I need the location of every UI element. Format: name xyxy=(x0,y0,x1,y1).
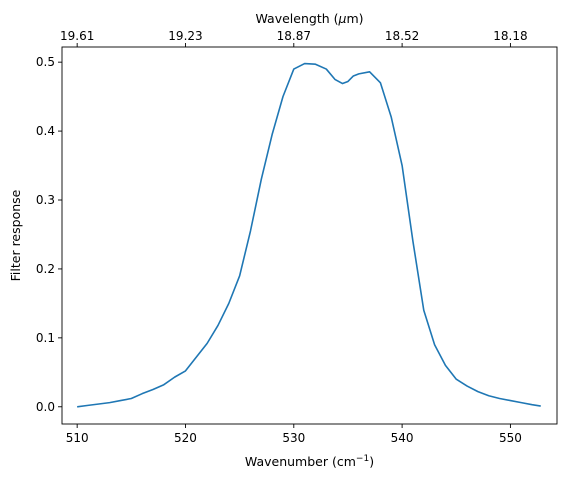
top-tick-label: 18.87 xyxy=(277,29,311,43)
y-axis-title: Filter response xyxy=(8,189,23,281)
x-tick-label: 510 xyxy=(66,431,89,445)
y-tick-label: 0.3 xyxy=(36,193,55,207)
top-axis-title-mu: μ xyxy=(338,11,347,26)
axes: 510 520 530 540 550 0.0 0.1 0.2 0.3 0.4 0.5 19.61 19… xyxy=(36,29,558,445)
x-tick-label: 520 xyxy=(174,431,197,445)
top-axis-title-main: Wavelength ( xyxy=(255,11,338,26)
top-tick-label: 18.52 xyxy=(385,29,419,43)
x-axis-title: Wavenumber (cm−1) xyxy=(245,454,374,469)
y-tick-label: 0.2 xyxy=(36,262,55,276)
top-tick-label: 19.61 xyxy=(60,29,94,43)
y-tick-label: 0.0 xyxy=(36,400,55,414)
top-axis-title-closing: m) xyxy=(346,11,363,26)
x-axis-title-superscript: −1 xyxy=(356,454,369,464)
x-axis-title-closing: ) xyxy=(369,454,374,469)
top-axis-title: Wavelength (μm) xyxy=(255,11,363,26)
x-axis-title-main: Wavenumber (cm xyxy=(245,454,356,469)
y-tick-label: 0.4 xyxy=(36,124,55,138)
y-tick-label: 0.5 xyxy=(36,55,55,69)
plot-frame xyxy=(61,46,558,425)
top-tick-label: 19.23 xyxy=(168,29,202,43)
x-tick-label: 550 xyxy=(499,431,522,445)
x-tick-label: 530 xyxy=(282,431,305,445)
series-line-0 xyxy=(77,62,541,408)
top-tick-label: 18.18 xyxy=(493,29,527,43)
data-marks xyxy=(77,62,541,408)
x-tick-label: 540 xyxy=(391,431,414,445)
y-tick-label: 0.1 xyxy=(36,331,55,345)
